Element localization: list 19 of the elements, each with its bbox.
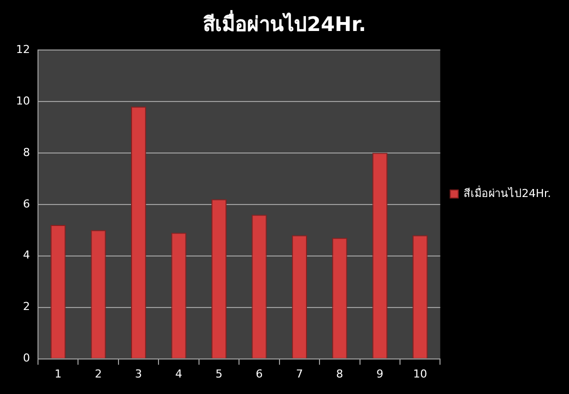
x-tick-label: 9 xyxy=(376,367,384,380)
x-tick-label: 3 xyxy=(135,367,142,380)
chart-title: สีเมื่อผ่านไป24Hr. xyxy=(202,9,366,36)
x-tick-label: 7 xyxy=(296,367,303,380)
y-tick-label: 10 xyxy=(16,94,30,108)
y-tick-label: 6 xyxy=(22,197,30,210)
x-tick-label: 6 xyxy=(256,367,263,380)
x-tick-label: 5 xyxy=(216,367,222,380)
y-tick-label: 12 xyxy=(16,42,30,56)
y-tick-label: 8 xyxy=(22,146,30,159)
x-tick-label: 1 xyxy=(54,367,62,380)
y-tick-label: 4 xyxy=(22,248,30,262)
y-tick-label: 0 xyxy=(22,352,30,365)
y-tick-label: 2 xyxy=(22,300,30,314)
x-tick-label: 8 xyxy=(336,367,344,380)
x-tick-label: 4 xyxy=(175,367,182,380)
x-tick-label: 10 xyxy=(413,367,428,380)
x-tick-label: 2 xyxy=(94,367,102,380)
legend-label: สีเมื่อผ่านไป24Hr. xyxy=(464,184,552,200)
